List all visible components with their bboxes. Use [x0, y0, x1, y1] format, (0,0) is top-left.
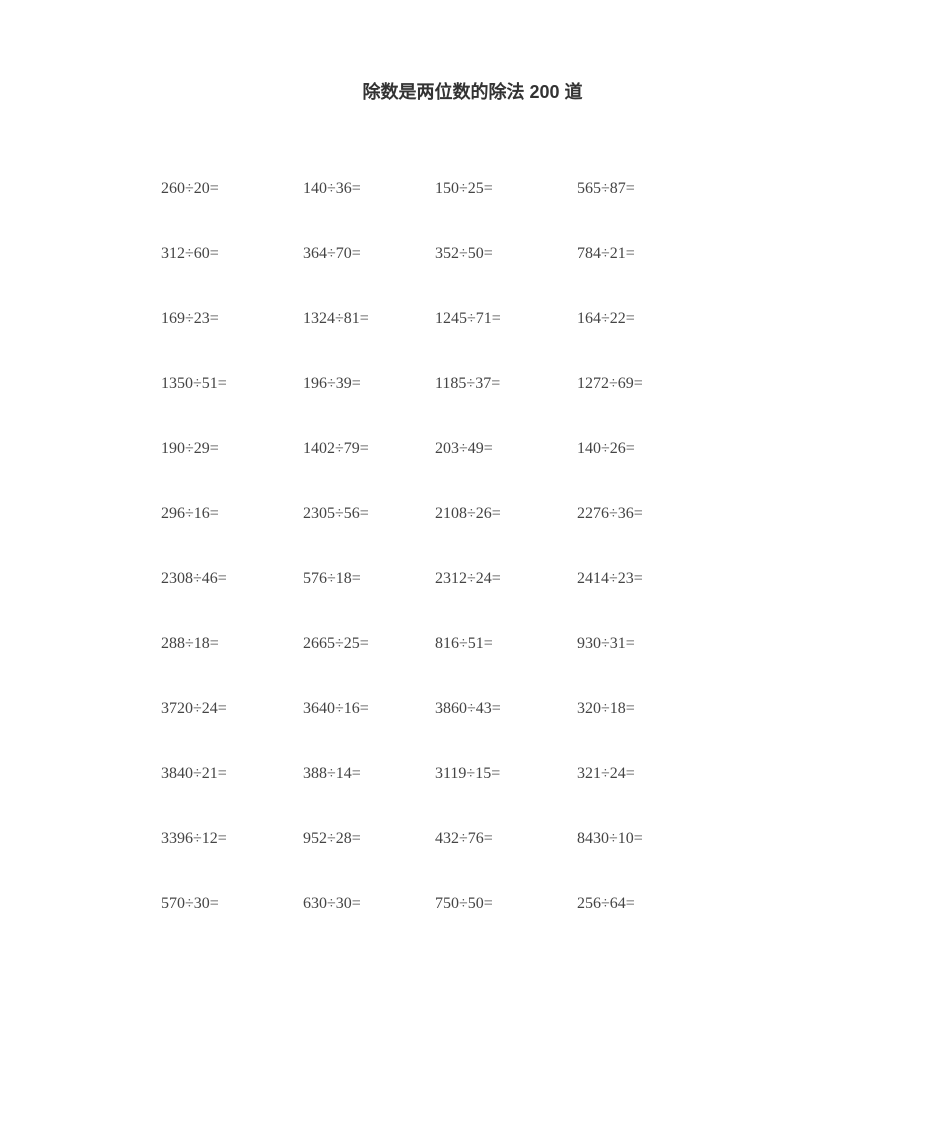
table-row: 2308÷46=576÷18=2312÷24=2414÷23= [160, 546, 718, 611]
problem-cell: 2308÷46= [160, 546, 302, 611]
problem-cell: 432÷76= [434, 806, 576, 871]
problem-grid: 260÷20=140÷36=150÷25=565÷87=312÷60=364÷7… [160, 156, 945, 936]
problem-cell: 630÷30= [302, 871, 434, 936]
problem-cell: 565÷87= [576, 156, 718, 221]
problem-table: 260÷20=140÷36=150÷25=565÷87=312÷60=364÷7… [160, 156, 718, 936]
problem-cell: 1185÷37= [434, 351, 576, 416]
problem-cell: 2665÷25= [302, 611, 434, 676]
problem-cell: 952÷28= [302, 806, 434, 871]
problem-cell: 364÷70= [302, 221, 434, 286]
table-row: 190÷29=1402÷79=203÷49=140÷26= [160, 416, 718, 481]
problem-cell: 196÷39= [302, 351, 434, 416]
problem-cell: 150÷25= [434, 156, 576, 221]
table-row: 260÷20=140÷36=150÷25=565÷87= [160, 156, 718, 221]
problem-cell: 2276÷36= [576, 481, 718, 546]
problem-cell: 1272÷69= [576, 351, 718, 416]
problem-cell: 320÷18= [576, 676, 718, 741]
problem-cell: 3840÷21= [160, 741, 302, 806]
table-row: 3840÷21=388÷14=3119÷15=321÷24= [160, 741, 718, 806]
problem-cell: 256÷64= [576, 871, 718, 936]
problem-cell: 296÷16= [160, 481, 302, 546]
problem-cell: 1245÷71= [434, 286, 576, 351]
problem-cell: 750÷50= [434, 871, 576, 936]
problem-cell: 203÷49= [434, 416, 576, 481]
problem-cell: 1324÷81= [302, 286, 434, 351]
problem-cell: 2108÷26= [434, 481, 576, 546]
problem-cell: 816÷51= [434, 611, 576, 676]
problem-cell: 3119÷15= [434, 741, 576, 806]
problem-cell: 2414÷23= [576, 546, 718, 611]
problem-cell: 352÷50= [434, 221, 576, 286]
problem-cell: 3396÷12= [160, 806, 302, 871]
table-row: 312÷60=364÷70=352÷50=784÷21= [160, 221, 718, 286]
table-row: 3396÷12=952÷28=432÷76=8430÷10= [160, 806, 718, 871]
problem-cell: 3860÷43= [434, 676, 576, 741]
table-row: 570÷30=630÷30=750÷50=256÷64= [160, 871, 718, 936]
problem-cell: 321÷24= [576, 741, 718, 806]
problem-cell: 784÷21= [576, 221, 718, 286]
problem-cell: 164÷22= [576, 286, 718, 351]
problem-cell: 8430÷10= [576, 806, 718, 871]
problem-cell: 312÷60= [160, 221, 302, 286]
problem-cell: 576÷18= [302, 546, 434, 611]
problem-cell: 1402÷79= [302, 416, 434, 481]
problem-cell: 169÷23= [160, 286, 302, 351]
problem-cell: 2312÷24= [434, 546, 576, 611]
problem-cell: 388÷14= [302, 741, 434, 806]
table-row: 3720÷24=3640÷16=3860÷43=320÷18= [160, 676, 718, 741]
table-row: 169÷23=1324÷81=1245÷71=164÷22= [160, 286, 718, 351]
table-row: 1350÷51=196÷39=1185÷37=1272÷69= [160, 351, 718, 416]
problem-cell: 570÷30= [160, 871, 302, 936]
problem-cell: 3640÷16= [302, 676, 434, 741]
problem-cell: 3720÷24= [160, 676, 302, 741]
problem-cell: 260÷20= [160, 156, 302, 221]
problem-cell: 140÷26= [576, 416, 718, 481]
table-row: 296÷16=2305÷56=2108÷26=2276÷36= [160, 481, 718, 546]
problem-cell: 190÷29= [160, 416, 302, 481]
problem-cell: 2305÷56= [302, 481, 434, 546]
problem-cell: 930÷31= [576, 611, 718, 676]
problem-cell: 1350÷51= [160, 351, 302, 416]
problem-cell: 140÷36= [302, 156, 434, 221]
table-row: 288÷18=2665÷25=816÷51=930÷31= [160, 611, 718, 676]
page-title: 除数是两位数的除法 200 道 [0, 0, 945, 104]
problem-cell: 288÷18= [160, 611, 302, 676]
